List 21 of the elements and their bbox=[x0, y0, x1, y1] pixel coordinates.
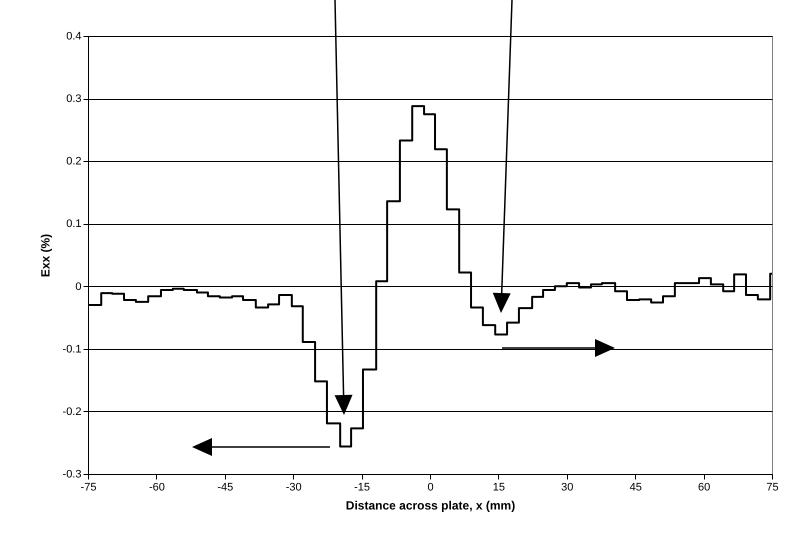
x-tick-label: 0 bbox=[427, 482, 434, 494]
y-tick-label: -0.2 bbox=[62, 406, 82, 418]
x-tick-label: 45 bbox=[630, 482, 642, 494]
x-tick-label: -15 bbox=[354, 482, 370, 494]
y-tick-label: 0.4 bbox=[66, 30, 82, 42]
y-tick-label: -0.1 bbox=[62, 343, 82, 356]
x-axis-title: Distance across plate, x (mm) bbox=[346, 498, 516, 512]
x-tick-label: -75 bbox=[80, 482, 96, 494]
y-tick-label: 0.1 bbox=[66, 218, 82, 230]
y-tick-label: 0.2 bbox=[66, 156, 82, 168]
x-tick-label: 30 bbox=[561, 482, 574, 494]
x-tick-label: -30 bbox=[286, 482, 302, 494]
x-tick-label: -60 bbox=[148, 482, 165, 494]
x-tick-label: 60 bbox=[698, 482, 710, 494]
x-tick-label: -45 bbox=[217, 482, 234, 494]
y-tick-label: 0 bbox=[75, 280, 82, 293]
y-axis-title: Exx (%) bbox=[38, 234, 53, 278]
y-tick-label: -0.3 bbox=[62, 468, 82, 480]
x-tick-label: 75 bbox=[766, 482, 779, 494]
y-tick-label: 0.3 bbox=[66, 93, 82, 106]
x-tick-label: 15 bbox=[492, 482, 506, 494]
